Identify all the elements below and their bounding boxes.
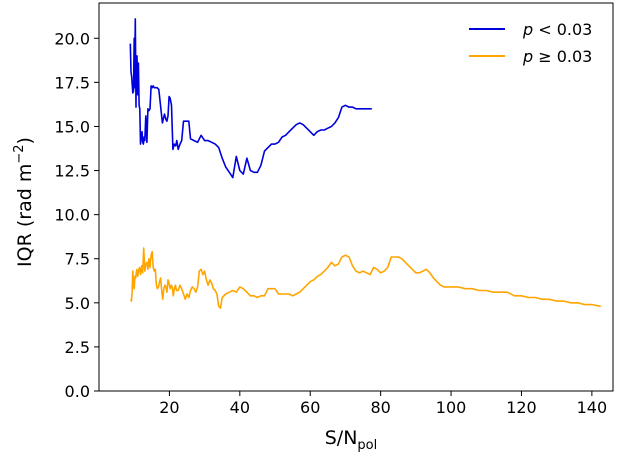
x-tick-label: 60	[300, 398, 320, 417]
y-tick-label: 7.5	[65, 250, 90, 269]
series-line-2	[129, 247, 601, 309]
y-tick-label: 15.0	[54, 117, 90, 136]
x-tick-label: 120	[506, 398, 537, 417]
x-tick-label: 80	[370, 398, 390, 417]
x-tick-label: 140	[577, 398, 608, 417]
x-tick-label: 100	[436, 398, 467, 417]
x-axis-title: S/Npol	[325, 427, 378, 453]
legend-label-series-2: p ≥ 0.03	[522, 47, 592, 66]
y-tick-label: 10.0	[54, 206, 90, 225]
y-tick-label: 20.0	[54, 29, 90, 48]
legend: p < 0.03 p ≥ 0.03	[469, 20, 592, 66]
series-lines	[129, 18, 601, 309]
y-tick-label: 12.5	[54, 162, 90, 181]
y-tick-label: 5.0	[65, 294, 90, 313]
y-tick-label: 17.5	[54, 73, 90, 92]
legend-label-series-1: p < 0.03	[522, 20, 592, 39]
y-axis-title: IQR (rad m−2)	[12, 137, 36, 267]
y-axis: 0.0 2.5 5.0 7.5 10.0 12.5 15.0 17.5 20.0	[54, 29, 99, 401]
y-tick-label: 2.5	[65, 338, 90, 357]
y-tick-label: 0.0	[65, 382, 90, 401]
plot-frame	[98, 2, 614, 392]
series-line-1	[129, 18, 372, 179]
x-tick-label: 40	[230, 398, 250, 417]
x-axis: 20 40 60 80 100 120 140	[159, 391, 607, 417]
x-tick-label: 20	[159, 398, 179, 417]
